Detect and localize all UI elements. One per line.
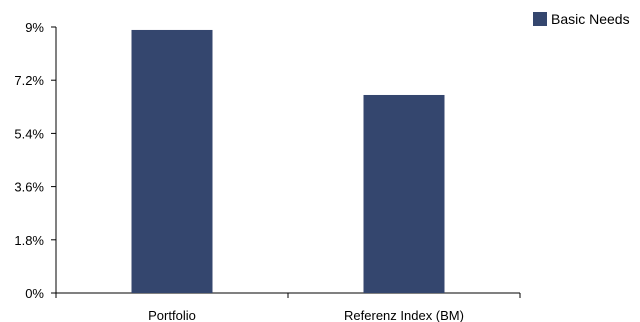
- x-axis: Portfolio Referenz Index (BM): [55, 292, 521, 322]
- y-tick-label: 0%: [25, 286, 44, 301]
- y-tick-label: 1.8%: [14, 233, 44, 248]
- legend-swatch: [533, 12, 547, 26]
- y-tick-label: 9%: [25, 20, 44, 35]
- legend-label: Basic Needs: [551, 11, 630, 27]
- legend: Basic Needs: [533, 11, 630, 27]
- x-tick-label: Portfolio: [148, 308, 196, 322]
- x-tick-label: Referenz Index (BM): [344, 308, 464, 322]
- y-tick-label: 7.2%: [14, 73, 44, 88]
- y-tick-label: 5.4%: [14, 126, 44, 141]
- bar-2: [363, 94, 445, 293]
- y-tick-label: 3.6%: [14, 180, 44, 195]
- bars: [131, 29, 445, 293]
- y-axis: 0% 1.8% 3.6% 5.4% 7.2% 9%: [14, 20, 57, 301]
- bar-1: [131, 29, 213, 293]
